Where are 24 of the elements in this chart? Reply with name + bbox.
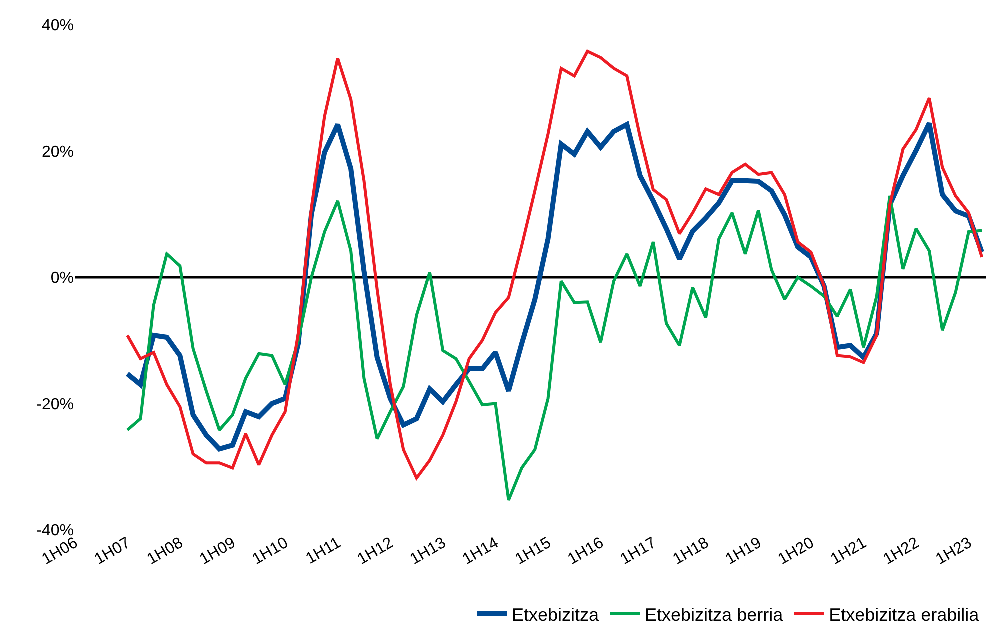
- x-tick-label: 1H13: [407, 534, 450, 569]
- y-tick-label: 20%: [42, 144, 74, 161]
- x-tick-label: 1H11: [303, 534, 344, 568]
- x-tick-label: 1H12: [354, 534, 397, 569]
- x-tick-label: 1H23: [933, 534, 975, 569]
- line-series: [126, 50, 984, 480]
- x-tick-label: 1H16: [565, 534, 607, 569]
- x-tick-label: 1H19: [722, 534, 765, 569]
- y-tick-label: 0%: [50, 270, 74, 288]
- x-tick-label: 1H14: [460, 534, 502, 569]
- line-series: [126, 194, 984, 502]
- x-tick-label: 1H10: [250, 534, 292, 569]
- x-tick-label: 1H18: [670, 534, 712, 569]
- legend-label: Etxebizitza: [512, 604, 600, 625]
- x-tick-label: 1H08: [144, 534, 186, 569]
- x-tick-label: 1H21: [828, 534, 870, 569]
- legend-label: Etxebizitza berria: [645, 604, 784, 625]
- x-tick-label: 1H06: [39, 534, 82, 569]
- x-tick-label: 1H22: [880, 534, 922, 569]
- x-tick-label: 1H09: [197, 534, 239, 569]
- y-tick-label: -20%: [36, 396, 74, 414]
- legend-label: Etxebizitza erabilia: [829, 604, 980, 625]
- y-tick-label: 40%: [42, 18, 74, 35]
- x-tick-label: 1H20: [776, 534, 818, 569]
